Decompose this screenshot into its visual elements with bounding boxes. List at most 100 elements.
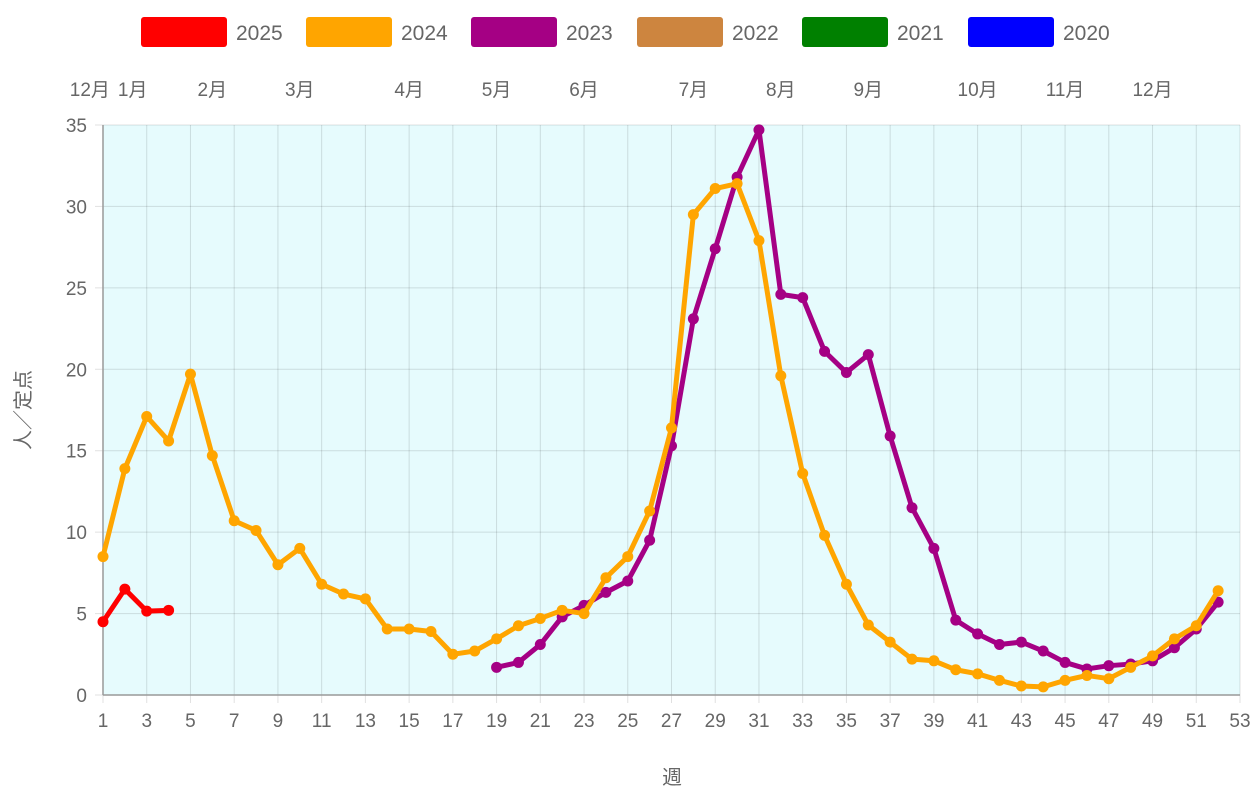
series-line	[496, 127, 1221, 672]
legend-swatch	[968, 17, 1054, 47]
data-point	[1190, 620, 1202, 632]
data-point	[644, 534, 656, 546]
x-tick-label: 19	[486, 711, 507, 732]
data-point	[1015, 680, 1027, 692]
x-tick-label: 9	[273, 711, 284, 732]
data-point	[709, 243, 721, 255]
data-point	[819, 345, 831, 357]
month-axis: 12月 1月 2月 3月 4月 5月 6月 7月 8月 9月 10月 11月 12月	[70, 80, 1173, 101]
legend-item-2020[interactable]: 2020	[968, 17, 1110, 47]
legend-swatch	[802, 17, 888, 47]
data-point	[578, 608, 590, 620]
data-point	[119, 583, 131, 595]
data-point	[512, 620, 524, 632]
data-point	[294, 542, 306, 554]
x-tick-label: 53	[1229, 711, 1250, 732]
data-point	[359, 593, 371, 605]
data-point	[512, 656, 524, 668]
y-tick-label: 25	[66, 279, 87, 300]
month-label: 10月	[958, 80, 998, 101]
x-tick-label: 35	[836, 711, 857, 732]
data-point	[556, 604, 568, 616]
data-point	[163, 604, 175, 616]
month-label: 6月	[569, 80, 599, 101]
data-point	[97, 551, 109, 563]
legend-label: 2025	[236, 22, 283, 45]
data-point	[491, 633, 503, 645]
data-point	[993, 674, 1005, 686]
data-point	[600, 586, 612, 598]
x-tick-label: 13	[355, 711, 376, 732]
x-tick-label: 49	[1142, 711, 1163, 732]
x-tick-label: 11	[312, 711, 332, 732]
data-point	[1103, 673, 1115, 685]
data-point	[469, 645, 481, 657]
month-label: 3月	[285, 80, 315, 101]
data-point	[1147, 650, 1159, 662]
data-point	[1081, 669, 1093, 681]
legend-item-2021[interactable]: 2021	[802, 17, 944, 47]
data-point	[840, 578, 852, 590]
data-point	[1015, 636, 1027, 648]
data-point	[731, 178, 743, 190]
data-point	[228, 515, 240, 527]
y-tick-label: 20	[66, 360, 87, 381]
legend-item-2022[interactable]: 2022	[637, 17, 779, 47]
data-point	[163, 435, 175, 447]
month-label: 12月	[70, 80, 110, 101]
y-tick-label: 30	[66, 197, 87, 218]
data-point	[687, 209, 699, 221]
x-tick-label: 41	[967, 711, 988, 732]
legend-label: 2023	[566, 22, 613, 45]
data-point	[928, 542, 940, 554]
legend-item-2025[interactable]: 2025	[141, 17, 283, 47]
legend-label: 2021	[897, 22, 944, 45]
month-label: 5月	[482, 80, 512, 101]
data-point	[1103, 660, 1115, 672]
legend-swatch	[637, 17, 723, 47]
x-tick-label: 39	[923, 711, 944, 732]
series-2024	[97, 178, 1224, 693]
x-tick-label: 5	[185, 711, 196, 732]
data-point	[993, 639, 1005, 651]
x-tick-label: 51	[1186, 711, 1207, 732]
data-point	[338, 588, 350, 600]
data-point	[381, 623, 393, 635]
legend-swatch	[471, 17, 557, 47]
data-point	[797, 292, 809, 304]
data-point	[403, 623, 415, 635]
legend-swatch	[306, 17, 392, 47]
data-point	[622, 575, 634, 587]
series-2025	[97, 583, 175, 628]
data-point	[534, 612, 546, 624]
y-tick-label: 0	[76, 686, 87, 707]
data-point	[862, 619, 874, 631]
month-label: 8月	[766, 80, 796, 101]
data-point	[906, 502, 918, 514]
data-point	[97, 616, 109, 628]
x-tick-label: 29	[705, 711, 726, 732]
x-tick-label: 17	[442, 711, 463, 732]
data-point	[950, 664, 962, 676]
data-point	[819, 529, 831, 541]
data-point	[906, 653, 918, 665]
legend-item-2024[interactable]: 2024	[306, 17, 448, 47]
data-point	[1125, 661, 1137, 673]
data-point	[1037, 645, 1049, 657]
month-label: 7月	[679, 80, 709, 101]
data-point	[1037, 681, 1049, 693]
data-point	[534, 639, 546, 651]
y-tick-label: 35	[66, 116, 87, 137]
month-label: 12月	[1132, 80, 1172, 101]
legend-item-2023[interactable]: 2023	[471, 17, 613, 47]
data-point	[119, 463, 131, 475]
x-axis-title: 週	[662, 766, 682, 789]
x-tick-label: 25	[617, 711, 638, 732]
data-point	[644, 505, 656, 517]
data-point	[316, 578, 328, 590]
legend-label: 2024	[401, 22, 448, 45]
x-tick-label: 45	[1055, 711, 1076, 732]
data-point	[141, 411, 153, 423]
data-point	[972, 628, 984, 640]
y-tick-label: 15	[66, 442, 87, 463]
